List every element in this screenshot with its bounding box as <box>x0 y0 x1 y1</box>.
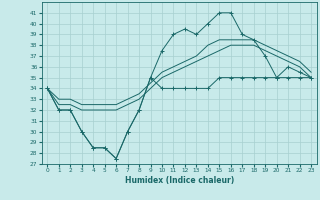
X-axis label: Humidex (Indice chaleur): Humidex (Indice chaleur) <box>124 176 234 185</box>
